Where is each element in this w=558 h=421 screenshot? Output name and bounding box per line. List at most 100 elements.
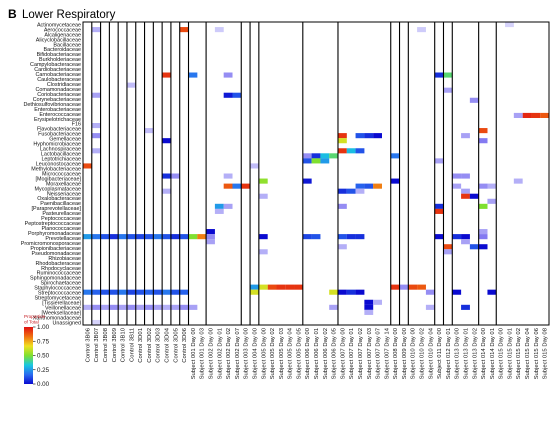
heatmap-cell bbox=[223, 183, 233, 189]
heatmap-cell bbox=[461, 193, 470, 199]
column-label: Subject 007 Day 02 bbox=[358, 328, 364, 379]
column-label: Subject 002 Day 00 bbox=[208, 327, 214, 379]
row-label: Sphingomonadaceae bbox=[30, 276, 81, 282]
heatmap-cell bbox=[522, 112, 532, 118]
heatmap-cell bbox=[162, 234, 171, 240]
column-label: Subject 012 Day 01 bbox=[446, 328, 452, 379]
heatmap-cell bbox=[126, 234, 136, 240]
row-label: Rhodocyclaceae bbox=[41, 266, 81, 272]
heatmap-frame bbox=[82, 21, 550, 326]
heatmap-cell bbox=[241, 183, 251, 189]
heatmap-cell bbox=[337, 138, 347, 144]
heatmap-cell bbox=[329, 289, 339, 295]
column-label: Subject 011 Day 00 bbox=[437, 327, 443, 379]
heatmap-cell bbox=[531, 112, 541, 118]
heatmap-cell bbox=[188, 234, 198, 240]
heatmap-cell bbox=[390, 153, 400, 159]
row-label: Planococcaceae bbox=[41, 226, 81, 232]
heatmap-cell bbox=[179, 234, 189, 240]
heatmap-cell bbox=[100, 289, 110, 295]
row-label: Peptococcaceae bbox=[41, 216, 81, 222]
column-label: Subject 009 Day 00 bbox=[402, 327, 408, 379]
heatmap-cell bbox=[513, 112, 523, 118]
row-label: Prevotellaceae bbox=[45, 236, 81, 242]
heatmap-cell bbox=[443, 249, 453, 255]
heatmap-cell bbox=[91, 319, 101, 326]
heatmap-cell bbox=[302, 234, 312, 240]
column-label: Subject 008 Day 00 bbox=[393, 327, 399, 379]
heatmap-cell bbox=[478, 244, 488, 250]
column-label: Control 3D03 bbox=[156, 327, 162, 362]
column-label: Subject 010 Day 04 bbox=[428, 327, 434, 379]
row-label: Pseudomonadaceae bbox=[32, 251, 81, 257]
heatmap-cell bbox=[170, 234, 180, 240]
heatmap-cell bbox=[162, 173, 171, 179]
colorbar-tick-label: 0.00 bbox=[37, 381, 50, 388]
column-label: Subject 006 Day 00 bbox=[305, 327, 311, 379]
row-label: Caulobacteraceae bbox=[37, 77, 81, 83]
heatmap-cell bbox=[223, 173, 233, 179]
column-label: Subject 005 Day 03 bbox=[279, 327, 285, 379]
colorbar-title-line2: of Total bbox=[24, 320, 39, 325]
heatmap-cell bbox=[487, 183, 497, 189]
row-label: Staphylococcaceae bbox=[34, 286, 81, 292]
heatmap-cell bbox=[364, 133, 374, 139]
row-label: Bacteroidaceae bbox=[44, 47, 81, 53]
heatmap-cells bbox=[83, 22, 550, 326]
heatmap-cell bbox=[153, 289, 163, 295]
row-label: Streptomycetaceae bbox=[35, 296, 81, 302]
row-label: Rhodobacteraceae bbox=[35, 261, 81, 267]
heatmap-cell bbox=[540, 112, 550, 118]
column-label: Subject 003 Day 00 bbox=[244, 327, 250, 379]
heatmap-cell bbox=[91, 27, 101, 33]
heatmap-cell bbox=[355, 289, 365, 295]
row-label: Bacillaceae bbox=[53, 42, 81, 48]
heatmap-cell bbox=[223, 203, 233, 209]
column-label: Control 3B10 bbox=[121, 327, 127, 362]
heatmap-cell bbox=[223, 72, 233, 78]
heatmap-cell bbox=[206, 234, 215, 240]
heatmap-cell bbox=[399, 284, 409, 290]
heatmap-cell bbox=[179, 304, 189, 310]
heatmap-cell bbox=[373, 183, 382, 189]
column-label: Control 3D02 bbox=[147, 328, 153, 363]
heatmap-cell bbox=[452, 234, 462, 240]
row-label: Burkholderiaceae bbox=[39, 57, 81, 63]
heatmap-cell bbox=[364, 299, 374, 305]
heatmap-cell bbox=[118, 304, 128, 310]
heatmap-cell bbox=[162, 304, 171, 310]
row-label: Oxalobacteraceae bbox=[37, 196, 81, 202]
heatmap-cell bbox=[250, 289, 259, 295]
heatmap-cell bbox=[206, 239, 215, 245]
heatmap-cell bbox=[443, 87, 453, 93]
row-label: Streptococcaceae bbox=[38, 291, 81, 297]
heatmap-cell bbox=[118, 289, 128, 295]
column-label: Subject 010 Day 00 bbox=[411, 327, 417, 379]
column-label: Subject 013 Day 02 bbox=[472, 328, 478, 379]
heatmap-cell bbox=[408, 284, 418, 290]
row-label: Porphyromonadaceae bbox=[28, 231, 81, 237]
heatmap-cell bbox=[214, 27, 224, 33]
heatmap-cell bbox=[461, 234, 470, 240]
heatmap-cell bbox=[478, 183, 488, 189]
column-label: Control 3D05 bbox=[173, 327, 179, 362]
column-label: Control 3B11 bbox=[129, 328, 135, 362]
heatmap-cell bbox=[364, 309, 374, 315]
heatmap-cell bbox=[83, 304, 92, 310]
row-label: Corynebacteriaceae bbox=[33, 97, 81, 103]
column-label: Subject 010 Day 02 bbox=[420, 328, 426, 379]
column-label: Subject 005 Day 00 bbox=[261, 327, 267, 379]
row-label: [Paraprevotellaceae] bbox=[32, 206, 82, 212]
column-label: Control 3B07 bbox=[94, 328, 100, 362]
column-label: Subject 014 Day 00 bbox=[481, 327, 487, 379]
row-label: Promicromonosporaceae bbox=[21, 241, 81, 247]
row-label: [Tissierellaceae] bbox=[42, 301, 81, 307]
heatmap-cell bbox=[135, 289, 145, 295]
heatmap-cell bbox=[434, 158, 444, 164]
heatmap-cell bbox=[461, 133, 470, 139]
heatmap-cell bbox=[250, 163, 259, 169]
heatmap-cell bbox=[513, 178, 523, 184]
heatmap-cell bbox=[135, 234, 145, 240]
colorbar-ticks: 1.00 0.75 0.50 0.25 0.00 bbox=[33, 324, 50, 388]
